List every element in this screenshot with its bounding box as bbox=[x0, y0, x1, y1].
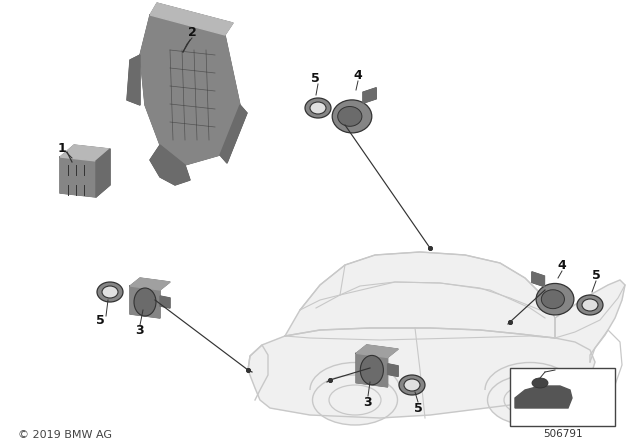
Ellipse shape bbox=[404, 379, 420, 391]
Polygon shape bbox=[248, 328, 595, 418]
Ellipse shape bbox=[310, 102, 326, 114]
Text: 2: 2 bbox=[188, 26, 196, 39]
Text: 5: 5 bbox=[310, 72, 319, 85]
Bar bbox=[510, 368, 615, 426]
Polygon shape bbox=[96, 149, 110, 197]
Ellipse shape bbox=[532, 378, 548, 388]
Ellipse shape bbox=[360, 355, 383, 385]
Polygon shape bbox=[130, 278, 170, 290]
Polygon shape bbox=[127, 55, 140, 105]
Polygon shape bbox=[356, 345, 398, 358]
Polygon shape bbox=[150, 3, 233, 35]
Polygon shape bbox=[388, 364, 398, 376]
Polygon shape bbox=[285, 252, 555, 338]
Ellipse shape bbox=[399, 375, 425, 395]
Ellipse shape bbox=[102, 286, 118, 298]
Ellipse shape bbox=[332, 100, 372, 133]
Polygon shape bbox=[140, 15, 240, 165]
Text: 4: 4 bbox=[557, 258, 566, 271]
Text: 506791: 506791 bbox=[543, 429, 583, 439]
Text: 3: 3 bbox=[136, 323, 144, 336]
Text: © 2019 BMW AG: © 2019 BMW AG bbox=[18, 430, 112, 440]
Ellipse shape bbox=[541, 290, 564, 309]
Text: 3: 3 bbox=[364, 396, 372, 409]
Polygon shape bbox=[160, 296, 170, 308]
Text: 5: 5 bbox=[591, 268, 600, 281]
Ellipse shape bbox=[305, 98, 331, 118]
Polygon shape bbox=[555, 280, 625, 362]
Polygon shape bbox=[60, 145, 110, 161]
Ellipse shape bbox=[536, 284, 574, 315]
Ellipse shape bbox=[329, 385, 381, 415]
Ellipse shape bbox=[134, 288, 156, 316]
Polygon shape bbox=[532, 272, 545, 287]
Ellipse shape bbox=[504, 385, 556, 415]
Polygon shape bbox=[220, 105, 247, 163]
Polygon shape bbox=[515, 386, 572, 408]
Ellipse shape bbox=[338, 107, 362, 126]
Text: 4: 4 bbox=[354, 69, 362, 82]
Polygon shape bbox=[363, 88, 376, 103]
Ellipse shape bbox=[312, 375, 397, 425]
Ellipse shape bbox=[97, 282, 123, 302]
Text: 1: 1 bbox=[58, 142, 67, 155]
Ellipse shape bbox=[577, 295, 603, 315]
Ellipse shape bbox=[582, 299, 598, 311]
Polygon shape bbox=[130, 286, 160, 318]
Polygon shape bbox=[60, 157, 96, 197]
Text: 5: 5 bbox=[95, 314, 104, 327]
Text: 5: 5 bbox=[413, 401, 422, 414]
Polygon shape bbox=[150, 145, 190, 185]
Ellipse shape bbox=[488, 375, 573, 425]
Polygon shape bbox=[356, 353, 388, 387]
